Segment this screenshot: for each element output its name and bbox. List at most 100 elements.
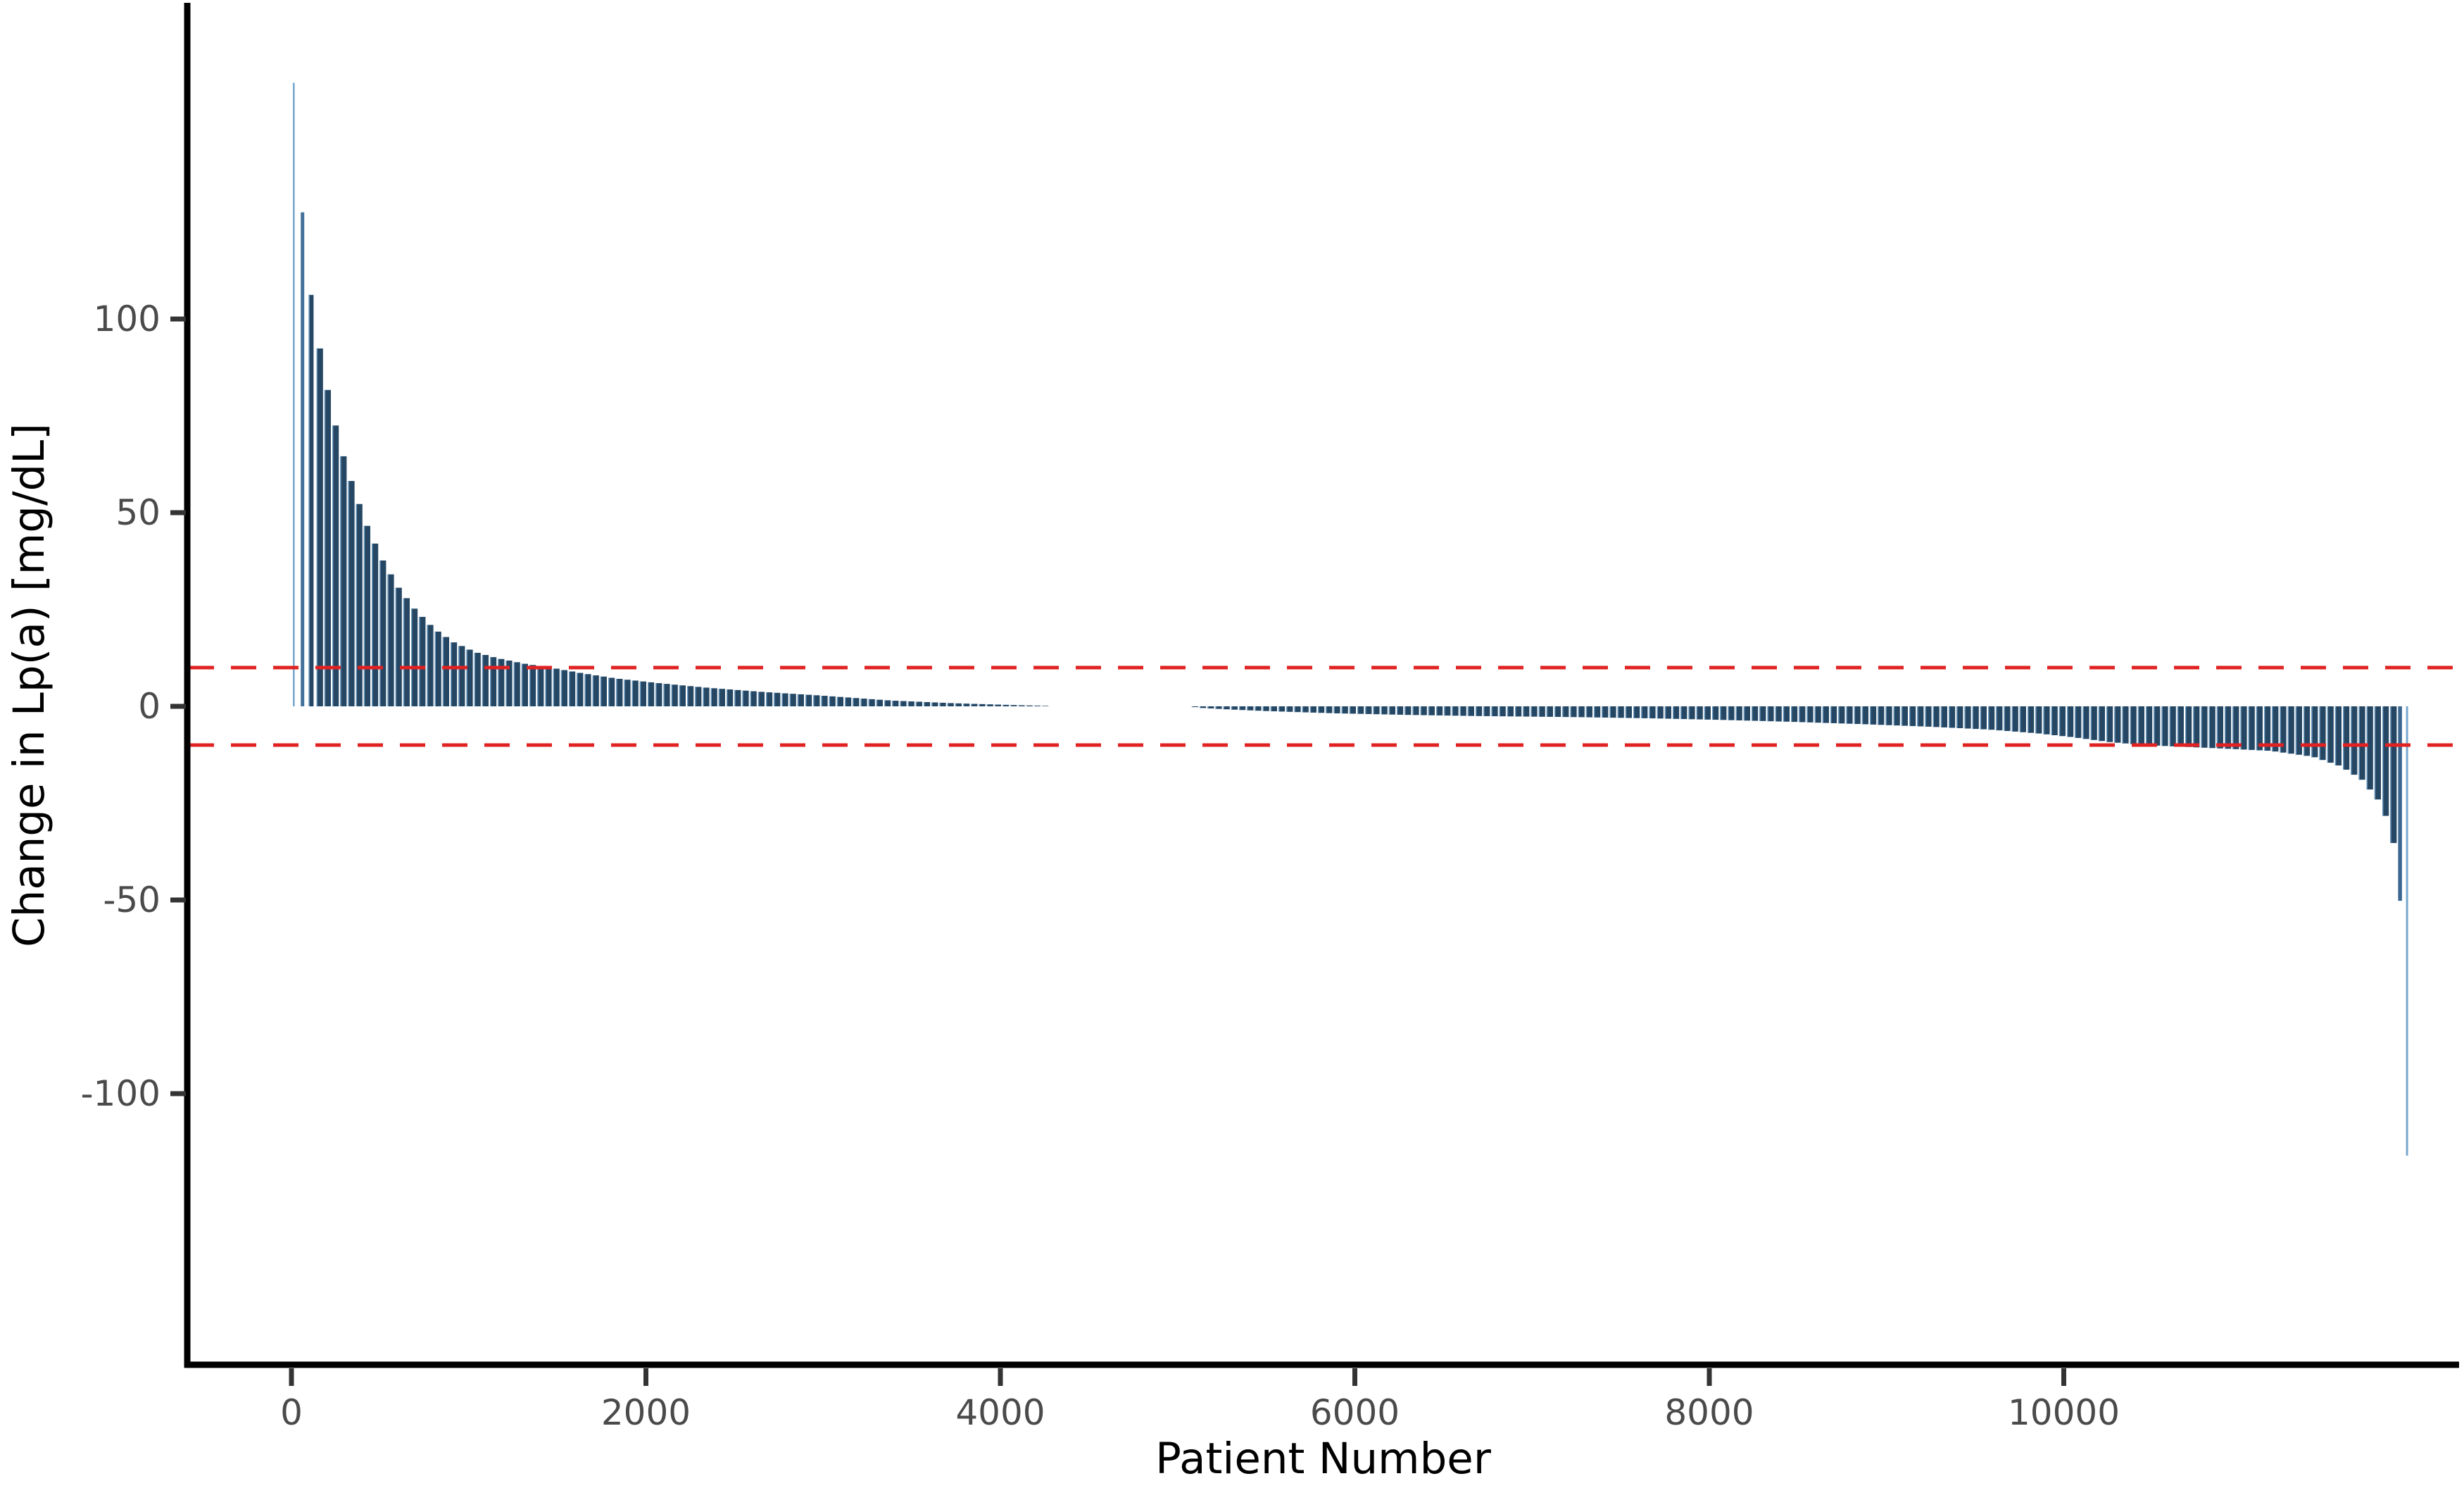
bar-edge <box>1444 706 1445 716</box>
bar <box>1838 706 1845 724</box>
bar-edge <box>419 616 420 706</box>
bar <box>1357 706 1364 714</box>
bar-edge <box>1940 706 1942 727</box>
x-axis-label: Patient Number <box>1155 1434 1492 1484</box>
bar <box>2201 706 2208 748</box>
bar-edge <box>2366 706 2368 790</box>
bar-edge <box>1530 706 1532 717</box>
bar <box>466 649 473 706</box>
x-tick-label: 8000 <box>1664 1392 1754 1433</box>
bar-edge <box>1585 706 1588 718</box>
bar-edge <box>2082 706 2084 739</box>
bar <box>1594 706 1601 718</box>
bar <box>474 652 481 706</box>
bar <box>1365 706 1372 714</box>
bar-edge <box>1562 706 1564 718</box>
bar <box>2137 706 2144 745</box>
bar <box>924 701 931 706</box>
bar-edge <box>2011 706 2013 732</box>
bar-edge <box>2106 706 2108 742</box>
bar <box>1491 706 1498 717</box>
bar <box>2256 706 2263 751</box>
bar <box>718 689 725 706</box>
bar <box>1255 706 1262 711</box>
bar <box>860 699 867 706</box>
bar <box>1878 706 1885 725</box>
bar-edge <box>1735 706 1737 720</box>
bar-edge <box>1554 706 1556 718</box>
bar <box>766 692 773 706</box>
bar <box>1538 706 1545 717</box>
bar <box>2035 706 2042 734</box>
bar <box>742 690 749 706</box>
bar <box>797 694 804 706</box>
bar-edge <box>821 696 822 706</box>
bar <box>2334 706 2342 765</box>
bar-edge <box>1191 706 1193 708</box>
bar <box>1452 706 1459 716</box>
bar <box>616 678 623 706</box>
bar <box>1278 706 1286 712</box>
bar-edge <box>458 646 460 706</box>
bar <box>687 686 694 706</box>
bar <box>301 212 305 706</box>
bar <box>1223 706 1230 710</box>
bar-edge <box>2067 706 2068 737</box>
bar-edge <box>1459 706 1461 716</box>
bar-edge <box>1743 706 1745 721</box>
bar-edge <box>308 294 310 706</box>
bar-edge <box>1207 706 1209 709</box>
bar <box>1649 706 1656 719</box>
bar-edge <box>2137 706 2139 745</box>
bar <box>1499 706 1506 717</box>
bar <box>1546 706 1553 717</box>
bar <box>931 702 938 706</box>
bar-edge <box>805 694 807 706</box>
bar <box>1412 706 1419 715</box>
bar <box>1349 706 1356 714</box>
bar-edge <box>655 683 657 706</box>
bar <box>2146 706 2153 746</box>
bar <box>2043 706 2050 734</box>
bar-edge <box>490 657 491 706</box>
bar <box>639 681 646 706</box>
bar <box>1673 706 1680 719</box>
bar-edge <box>1885 706 1887 725</box>
bar <box>2058 706 2066 737</box>
bar-edge <box>1231 706 1233 710</box>
bar-edge <box>931 702 933 706</box>
bar-edge <box>2311 706 2313 758</box>
bar-edge <box>836 696 838 706</box>
bar <box>1333 706 1340 713</box>
bar-edge <box>1018 705 1019 706</box>
bar-edge <box>616 678 617 706</box>
bar-edge <box>1578 706 1579 718</box>
bar <box>1728 706 1735 720</box>
bar <box>1515 706 1522 717</box>
bar <box>1680 706 1687 720</box>
bar <box>1759 706 1766 721</box>
bar <box>1752 706 1759 721</box>
bar <box>1696 706 1703 720</box>
bar <box>2075 706 2082 738</box>
bar-edge <box>1609 706 1611 718</box>
bar <box>1917 706 1924 727</box>
bar-edge <box>1341 706 1343 714</box>
bar <box>947 703 954 706</box>
bar <box>2051 706 2058 736</box>
bar <box>553 668 560 706</box>
bar-edge <box>2319 706 2320 761</box>
bar-edge <box>1633 706 1635 718</box>
bar <box>1704 706 1711 720</box>
bar <box>868 699 875 706</box>
bar-edge <box>1791 706 1792 723</box>
bar <box>1207 706 1214 709</box>
bar-edge <box>766 692 767 706</box>
axes-group <box>184 3 2459 1368</box>
bar-edge <box>1333 706 1335 713</box>
bar <box>600 676 607 706</box>
bar <box>2311 706 2318 758</box>
bar-edge <box>781 693 783 706</box>
bar <box>293 82 295 706</box>
bar <box>1893 706 1900 726</box>
